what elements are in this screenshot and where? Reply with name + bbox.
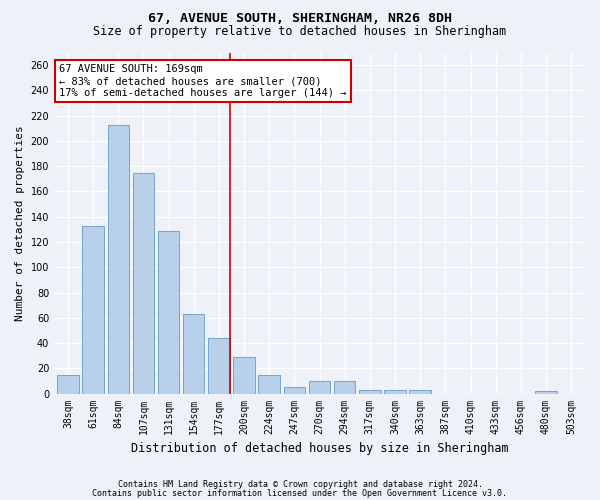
Bar xyxy=(535,391,557,394)
Bar xyxy=(233,357,255,394)
Bar xyxy=(133,172,154,394)
Text: 67 AVENUE SOUTH: 169sqm
← 83% of detached houses are smaller (700)
17% of semi-d: 67 AVENUE SOUTH: 169sqm ← 83% of detache… xyxy=(59,64,347,98)
Text: Contains public sector information licensed under the Open Government Licence v3: Contains public sector information licen… xyxy=(92,488,508,498)
Bar xyxy=(183,314,205,394)
X-axis label: Distribution of detached houses by size in Sheringham: Distribution of detached houses by size … xyxy=(131,442,508,455)
Bar xyxy=(107,124,129,394)
Y-axis label: Number of detached properties: Number of detached properties xyxy=(15,125,25,321)
Bar xyxy=(82,226,104,394)
Bar xyxy=(409,390,431,394)
Bar xyxy=(309,381,330,394)
Text: Size of property relative to detached houses in Sheringham: Size of property relative to detached ho… xyxy=(94,25,506,38)
Bar xyxy=(359,390,380,394)
Text: Contains HM Land Registry data © Crown copyright and database right 2024.: Contains HM Land Registry data © Crown c… xyxy=(118,480,482,489)
Bar xyxy=(158,230,179,394)
Bar xyxy=(284,387,305,394)
Bar xyxy=(208,338,230,394)
Bar xyxy=(334,381,355,394)
Bar xyxy=(385,390,406,394)
Text: 67, AVENUE SOUTH, SHERINGHAM, NR26 8DH: 67, AVENUE SOUTH, SHERINGHAM, NR26 8DH xyxy=(148,12,452,26)
Bar xyxy=(57,374,79,394)
Bar xyxy=(259,374,280,394)
